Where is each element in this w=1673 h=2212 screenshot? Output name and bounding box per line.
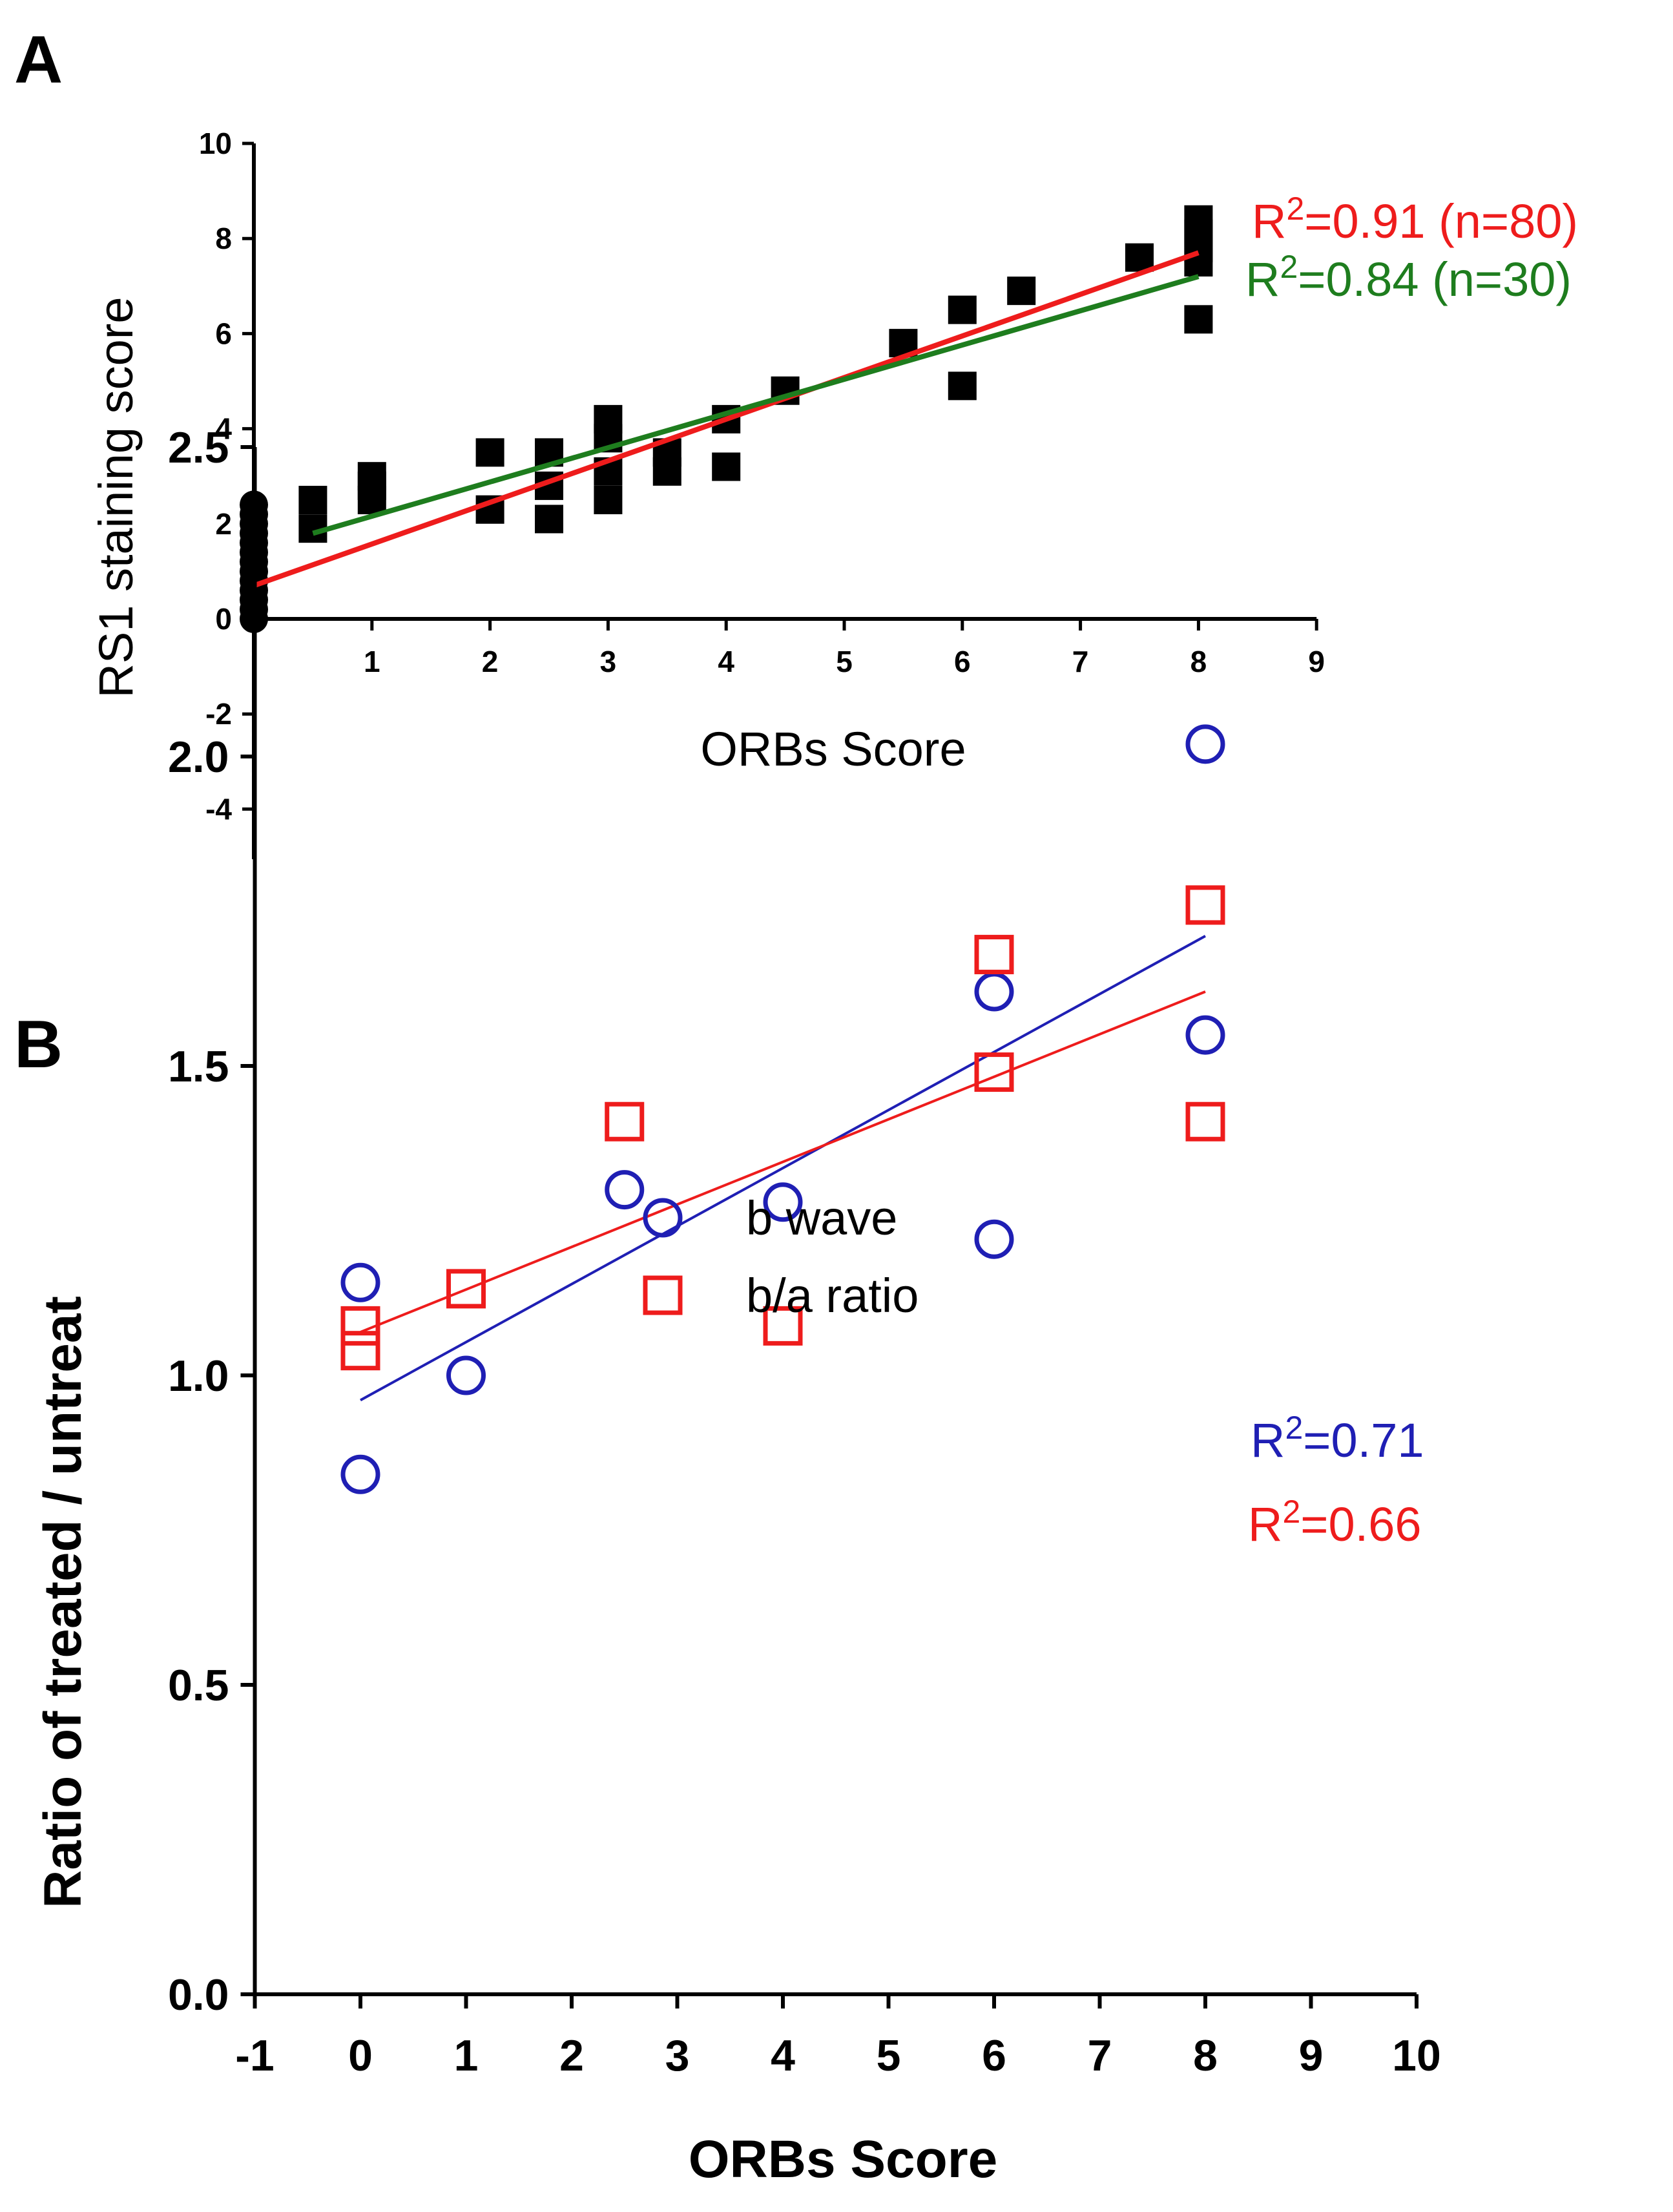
chart-b-point-circle	[1185, 724, 1225, 764]
chart-b-x-tick-label: 7	[1088, 2031, 1112, 2080]
chart-b-r2-annotation-2: R2=0.66	[1248, 1494, 1422, 1551]
chart-a-x-tick-label: 1	[364, 645, 380, 678]
chart-a-point-square	[594, 486, 623, 514]
chart-a-fit-line-2	[312, 274, 1200, 536]
chart-a-r2-annotation-1: R2=0.91 (n=80)	[1252, 191, 1578, 248]
chart-b-fit-line-2	[360, 990, 1206, 1333]
chart-b-point-circle	[340, 1454, 380, 1494]
chart-b-point-square	[1185, 1101, 1225, 1142]
chart-b-point-square	[763, 1306, 803, 1346]
chart-b-x-tick-label: 9	[1299, 2031, 1324, 2080]
legend-label-2: b/a ratio	[746, 1269, 919, 1322]
chart-a-point-square	[357, 462, 386, 491]
legend-b-wave-marker	[643, 1198, 683, 1238]
chart-b-x-tick-label: 0	[348, 2031, 373, 2080]
chart-a-point-square	[712, 452, 741, 481]
chart-a-point-square	[594, 404, 623, 433]
chart-b-point-circle	[974, 972, 1014, 1012]
legend-label-1: b wave	[746, 1191, 897, 1245]
chart-a-x-tick-label: 9	[1308, 645, 1325, 678]
chart-b-y-axis-title: Ratio of treated / untreat	[34, 1296, 92, 1908]
chart-b-point-circle	[340, 1262, 380, 1302]
chart-a-point-square	[948, 371, 977, 401]
chart-b-point-square	[340, 1331, 380, 1371]
panel-b-letter: B	[14, 1007, 63, 1082]
chart-b-point-circle	[446, 1355, 486, 1395]
chart-a-x-axis-title: ORBs Score	[700, 722, 966, 776]
chart-a-point-square	[948, 295, 977, 324]
chart-b-x-tick-label: 6	[982, 2031, 1006, 2080]
chart-a-y-tick-label: -2	[205, 697, 232, 731]
chart-b-x-tick-label: 2	[559, 2031, 584, 2080]
chart-a-point-square	[1007, 276, 1036, 306]
chart-b-point-square	[605, 1101, 645, 1142]
chart-b-x-tick-label: 10	[1392, 2031, 1441, 2080]
chart-b-x-tick-label: 3	[665, 2031, 690, 2080]
panel-a-letter: A	[14, 23, 63, 98]
chart-b-point-square	[974, 935, 1014, 975]
chart-a-x-tick-label: 6	[954, 645, 971, 678]
chart-a-point-square	[535, 505, 563, 534]
chart-b-y-tick-label: 0.0	[168, 1970, 229, 2019]
chart-b-x-tick-label: 5	[877, 2031, 901, 2080]
chart-b-point-square	[974, 1052, 1014, 1092]
chart-a-point-square	[298, 486, 327, 514]
chart-b-point-square	[1185, 885, 1225, 925]
chart-a-x-tick-label: 4	[718, 645, 734, 678]
chart-b-fit-line-1	[360, 935, 1206, 1402]
legend-ba-ratio-marker	[643, 1275, 683, 1315]
chart-a-r2-annotation-2: R2=0.84 (n=30)	[1245, 249, 1572, 306]
chart-b: -1 0 1 2 3 4 5 6 7 8 9 100.00.51.01.52.02.5 b waveb…	[34, 423, 1441, 2189]
chart-a-fit-line-1	[253, 250, 1200, 589]
chart-b-x-tick-label: 4	[771, 2031, 795, 2080]
chart-b-y-tick-label: 0.5	[168, 1661, 229, 1710]
chart-a-y-tick-label: -4	[205, 792, 232, 826]
chart-a-x-tick-label: 8	[1190, 645, 1207, 678]
chart-b-x-tick-label: 8	[1193, 2031, 1218, 2080]
chart-a-x-tick-label: 7	[1072, 645, 1089, 678]
chart-a-x-tick-label: 5	[836, 645, 853, 678]
chart-a-point-square	[475, 438, 504, 467]
chart-b-x-axis-title: ORBs Score	[689, 2130, 998, 2189]
chart-b-y-tick-label: 1.0	[168, 1351, 229, 1401]
chart-a-y-axis-title: RS1 staining score	[89, 297, 143, 698]
chart-a-x-tick-label: 3	[600, 645, 617, 678]
chart-a-point-square	[1125, 243, 1154, 272]
chart-a-point-square	[1184, 205, 1213, 234]
chart-a-y-tick-label: 6	[215, 317, 232, 350]
chart-a-x-tick-label: 2	[482, 645, 499, 678]
chart-b-point-circle	[763, 1182, 803, 1222]
chart-b-point-circle	[974, 1219, 1014, 1259]
chart-b-y-tick-label: 1.5	[168, 1042, 229, 1091]
chart-b-x-tick-label: -1	[235, 2031, 274, 2080]
chart-a-y-tick-label: 2	[215, 507, 232, 541]
chart-a-y-tick-label: 4	[215, 412, 232, 446]
chart-b-point-square	[340, 1306, 380, 1346]
chart-a-y-tick-label: 10	[199, 127, 232, 160]
chart-b-y-tick-label: 2.5	[168, 423, 229, 472]
chart-a-y-tick-label: 8	[215, 222, 232, 255]
chart-a-y-tick-label: 0	[215, 602, 232, 636]
chart-b-point-square	[446, 1269, 486, 1309]
chart-a: 1 2 3 4 5 6 7 8 9 -4 -2 0 2 4 6 8 10 ORBs Score RS1 stai…	[89, 127, 1578, 859]
chart-b-x-tick-label: 1	[454, 2031, 479, 2080]
chart-b-y-tick-label: 2.0	[168, 733, 229, 782]
chart-b-r2-annotation-1: R2=0.71	[1251, 1410, 1424, 1467]
chart-b-point-circle	[605, 1170, 645, 1210]
chart-a-point-square	[1184, 305, 1213, 334]
chart-b-point-circle	[1185, 1015, 1225, 1055]
